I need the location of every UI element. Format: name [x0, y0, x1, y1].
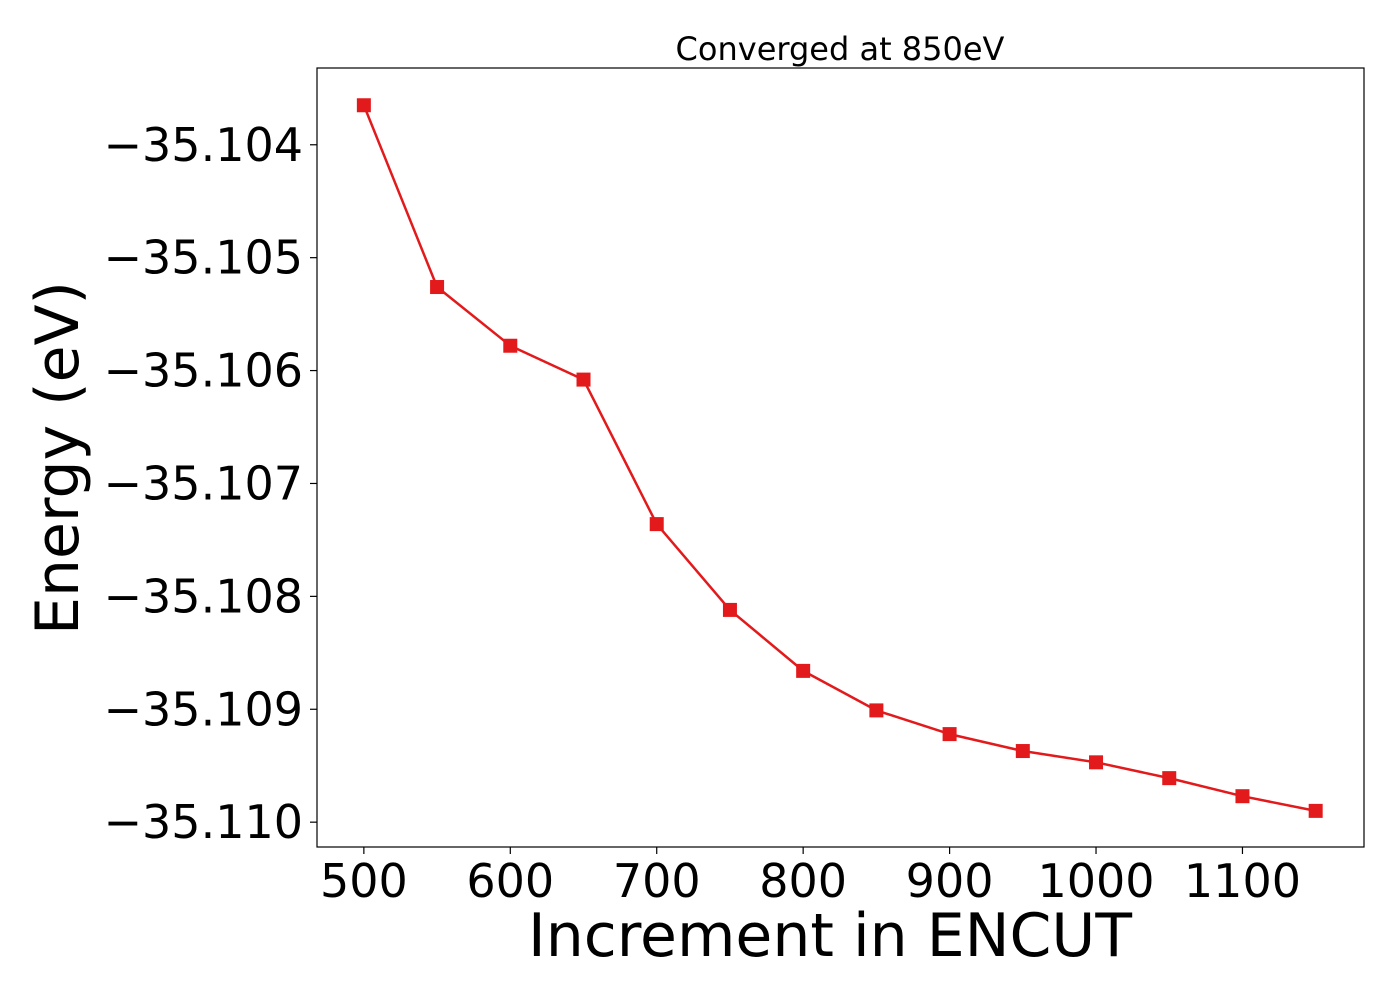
x-tick-label: 800	[759, 854, 847, 908]
x-tick-label: 500	[320, 854, 408, 908]
data-point-marker	[942, 727, 957, 742]
data-point-marker	[649, 517, 664, 532]
data-point-marker	[1162, 771, 1177, 786]
series-layer	[356, 98, 1323, 818]
y-tick-label: −35.104	[104, 118, 304, 172]
chart-title: Converged at 850eV	[676, 30, 1005, 68]
x-tick-label: 700	[613, 854, 701, 908]
y-tick-label: −35.109	[104, 682, 304, 736]
x-axis-label: Increment in ENCUT	[528, 901, 1132, 971]
data-point-marker	[430, 280, 445, 295]
x-tick-label: 900	[906, 854, 994, 908]
series-line	[362, 104, 1316, 813]
y-tick-label: −35.106	[104, 344, 304, 398]
x-tick-label: 1000	[1037, 854, 1154, 908]
y-axis-label: Energy (eV)	[23, 281, 93, 635]
y-tick-label: −35.110	[104, 795, 304, 849]
data-point-marker	[576, 372, 591, 387]
data-point-marker	[1235, 789, 1250, 804]
y-tick-label: −35.105	[104, 231, 304, 285]
y-tick-label: −35.107	[104, 456, 304, 510]
data-point-marker	[1308, 803, 1323, 818]
data-point-marker	[869, 703, 884, 718]
data-point-marker	[1015, 744, 1030, 759]
data-point-marker	[796, 663, 811, 678]
x-axis: 500 600 700 800 900 1000 1100	[320, 847, 1301, 908]
y-tick-label: −35.108	[104, 569, 304, 623]
data-point-marker	[503, 338, 518, 353]
y-axis: −35.104 −35.105 −35.106 −35.107 −35.108 −35.1…	[104, 118, 317, 849]
plot-area-frame	[316, 67, 1365, 848]
x-tick-label: 1100	[1184, 854, 1301, 908]
data-point-marker	[1089, 755, 1104, 770]
data-point-marker	[722, 602, 737, 617]
x-tick-label: 600	[466, 854, 554, 908]
data-point-marker	[356, 98, 371, 113]
